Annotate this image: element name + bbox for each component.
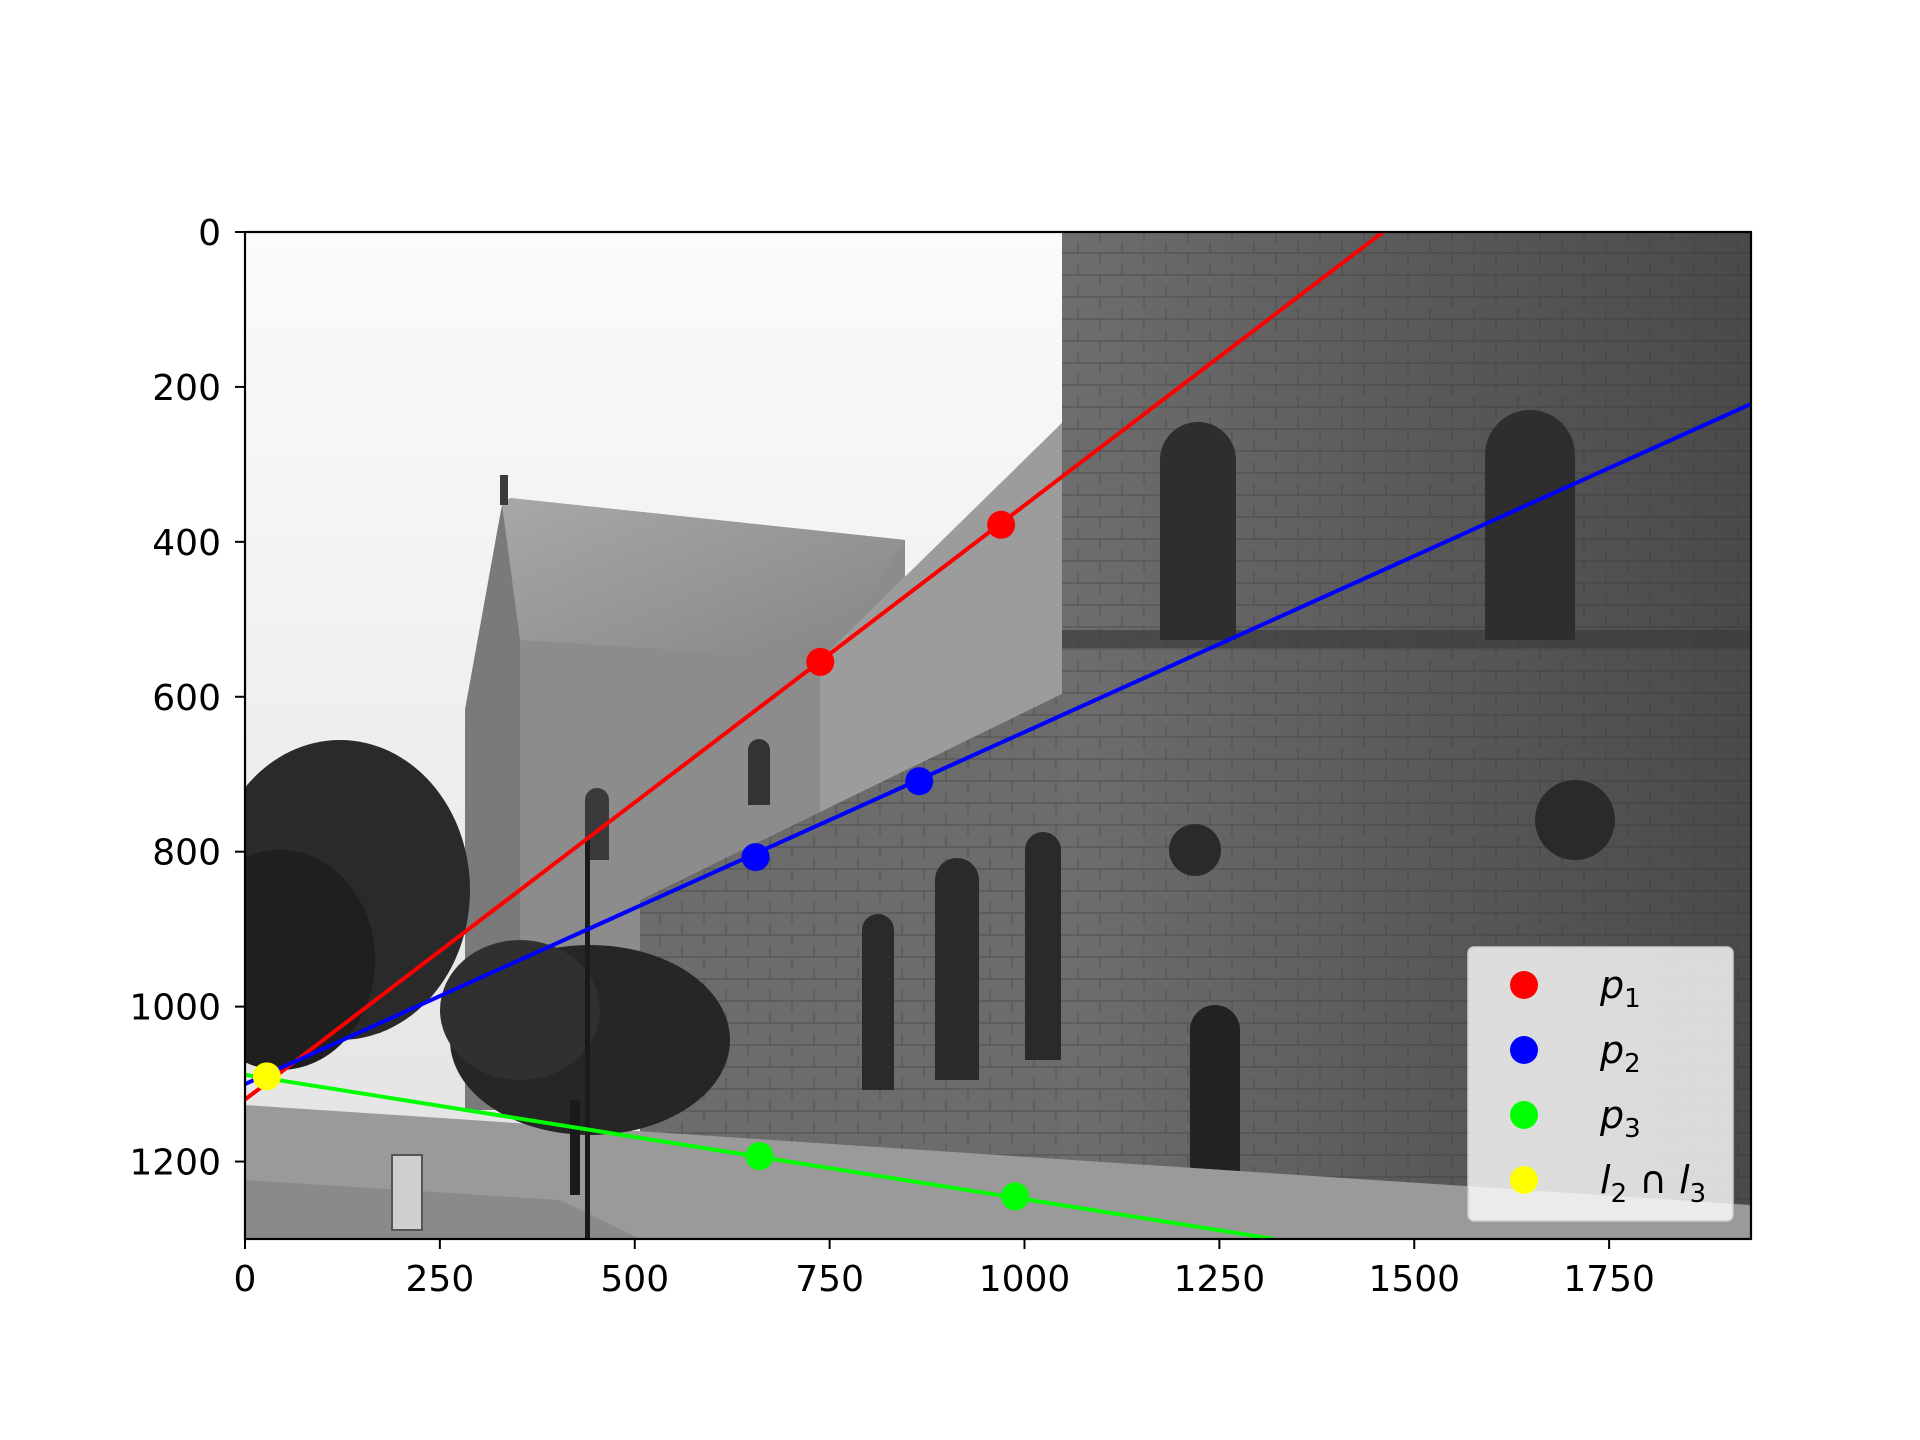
legend-label-1: p1: [1599, 963, 1641, 1014]
series-2-point-2: [905, 767, 934, 796]
x-axis: 0 250 500 750 1000 1250 1500 1750: [234, 1239, 1655, 1300]
y-tick-label: 800: [152, 833, 221, 874]
legend-box: [1467, 946, 1734, 1222]
series-3-point-2: [1001, 1182, 1030, 1211]
y-tick-label: 600: [152, 678, 221, 719]
legend-label-4: l2 ∩ l3: [1600, 1158, 1706, 1209]
x-tick-label: 1750: [1563, 1259, 1655, 1300]
x-tick-label: 1250: [1174, 1259, 1266, 1300]
series-4-point-1: [252, 1062, 281, 1091]
series-3-point-1: [745, 1142, 774, 1171]
x-tick-label: 250: [406, 1259, 475, 1300]
y-tick-label: 200: [152, 368, 221, 409]
legend-label-3: p3: [1599, 1093, 1641, 1144]
legend-marker-2: [1510, 1036, 1538, 1064]
x-tick-label: 1500: [1368, 1259, 1460, 1300]
legend-marker-1: [1510, 971, 1538, 999]
legend-label-2: p2: [1599, 1028, 1641, 1079]
series-1-point-2: [987, 510, 1016, 539]
x-tick-label: 750: [795, 1259, 864, 1300]
y-tick-label: 400: [152, 523, 221, 564]
series-2-point-1: [741, 843, 770, 872]
series-2-line: [245, 402, 1751, 1086]
series-1-point-1: [806, 647, 835, 676]
y-tick-label: 1000: [129, 988, 221, 1029]
legend-marker-3: [1510, 1101, 1538, 1129]
legend: p1 p2 p3 l2 ∩ l3: [1467, 946, 1734, 1222]
x-tick-label: 500: [600, 1259, 669, 1300]
x-tick-label: 0: [234, 1259, 257, 1300]
legend-marker-4: [1510, 1166, 1538, 1194]
y-tick-label: 1200: [129, 1143, 221, 1184]
plot-data-layer: [245, 232, 1751, 1239]
axes-frame: [243, 230, 1753, 1241]
x-tick-label: 1000: [979, 1259, 1071, 1300]
y-tick-label: 0: [198, 213, 221, 254]
y-axis: 0 200 400 600 800 1000 1200: [129, 213, 245, 1184]
